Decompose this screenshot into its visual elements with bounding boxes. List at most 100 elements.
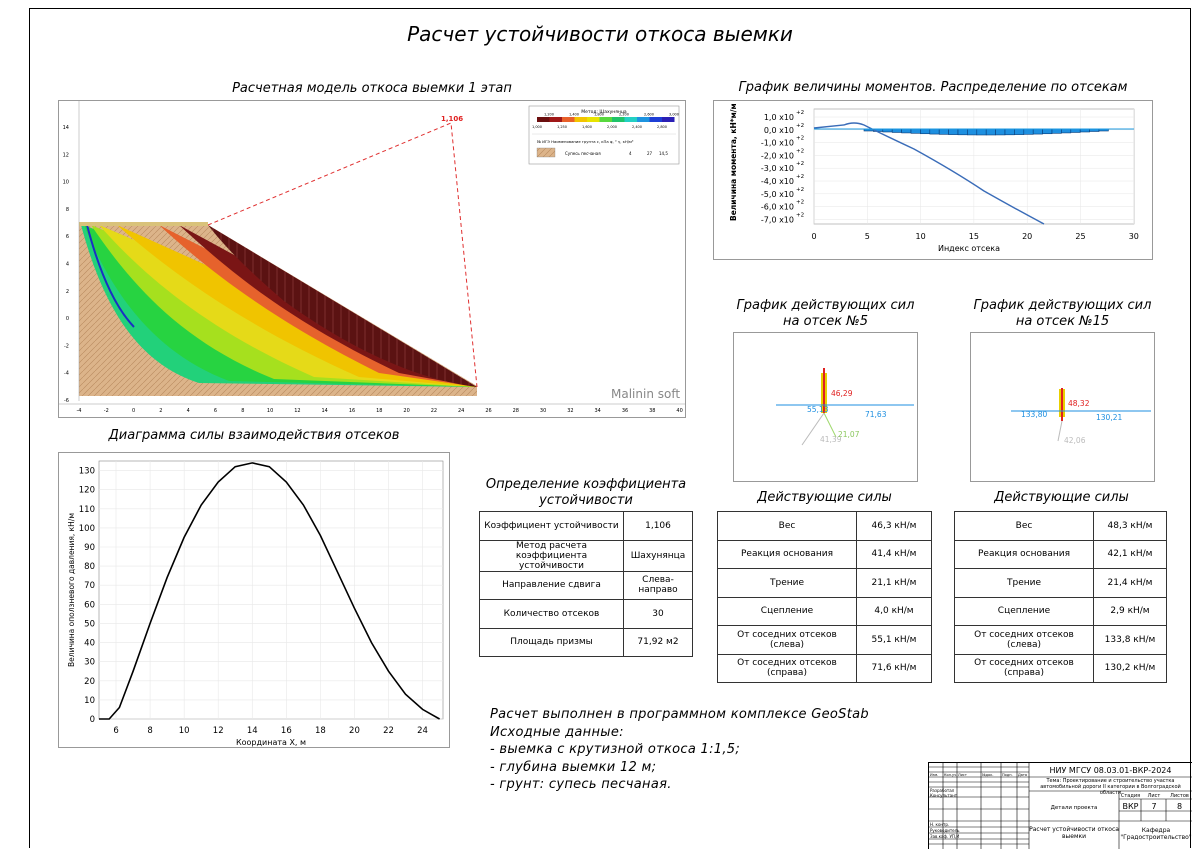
legend-scale-top: 2,600 <box>644 113 654 117</box>
force15-reaction-arrow <box>1057 420 1063 442</box>
force15-title-line2: на отсек №15 <box>1015 314 1110 329</box>
force5-label: Вес <box>717 511 857 541</box>
model-x-tick: 28 <box>513 408 519 414</box>
interaction-ylabel: Величина оползневого давления, кН/м <box>67 513 76 667</box>
force15-label: Вес <box>954 511 1094 541</box>
stamp-sheet: 7 <box>1151 802 1157 811</box>
moment-x-tick: 20 <box>1022 232 1032 241</box>
legend-scale-swatch <box>637 117 650 122</box>
interaction-y-tick: 30 <box>84 658 95 668</box>
force15-table-title: Действующие силы <box>994 490 1129 505</box>
moment-bar <box>1042 128 1053 135</box>
force5-svg: 46,29 55,13 71,63 41,39 21,07 <box>776 368 914 446</box>
force15-value: 130,2 кН/м <box>1093 653 1167 683</box>
model-x-tick: 40 <box>676 408 682 414</box>
legend-scale-swatch <box>537 117 550 122</box>
model-y-tick: -4 <box>64 371 69 377</box>
interaction-y-tick: 100 <box>79 524 95 534</box>
title-block-grid <box>929 763 1192 849</box>
force15-row: От соседних отсеков (слева) 133,8 кН/м <box>954 625 1167 655</box>
moment-x-tick: 5 <box>865 232 870 241</box>
title-block: НИУ МГСУ 08.03.01-ВКР-2024 Тема: Проекти… <box>928 762 1192 849</box>
legend-method: Метод: Шахунянца <box>581 109 627 115</box>
stamp-sheet-header: Лист <box>1147 793 1161 799</box>
interaction-x-tick: 22 <box>383 726 394 736</box>
legend-scale-bottom: 2,800 <box>657 125 667 129</box>
legend-scale-swatch <box>612 117 625 122</box>
moment-x-tick: 15 <box>969 232 979 241</box>
interaction-line <box>99 462 440 720</box>
stamp-header-cell: Изм. <box>930 773 939 777</box>
force15-table: Вес 48,3 кН/м Реакция основания 42,1 кН/м Тр… <box>954 511 1167 683</box>
legend-scale-swatch <box>624 117 637 122</box>
moment-chart-svg: 1,0 х10 +20,0 х10 +2-1,0 х10 +2-2,0 х10 +2-3… <box>729 103 1139 253</box>
coef-table-title: Определение коэффициента устойчивости <box>479 477 693 509</box>
force5-label: Реакция основания <box>717 539 857 569</box>
force15-label: Трение <box>954 568 1094 598</box>
force15-title: График действующих сил на отсек №15 <box>970 298 1155 330</box>
force15-row: Реакция основания 42,1 кН/м <box>954 539 1167 569</box>
interaction-chart-title: Диаграмма силы взаимодействия отсеков <box>108 428 400 443</box>
moment-x-axis: 0 5 10 15 20 25 30 <box>811 232 1138 241</box>
force5-row: Реакция основания 41,4 кН/м <box>717 539 932 569</box>
interaction-x-axis: 6 8 10 12 14 16 18 20 22 24 <box>113 726 428 736</box>
moment-y-exp: +2 <box>796 136 804 142</box>
coef-row: Площадь призмы 71,92 м2 <box>479 627 693 657</box>
model-y-tick: 4 <box>66 262 69 268</box>
interaction-x-tick: 18 <box>315 726 326 736</box>
force5-value: 46,3 кН/м <box>856 511 932 541</box>
force5-value: 41,4 кН/м <box>856 539 932 569</box>
moment-bar <box>976 128 987 136</box>
moment-y-exp: +2 <box>796 110 804 116</box>
force15-row: Трение 21,4 кН/м <box>954 568 1167 598</box>
force5-value: 21,1 кН/м <box>856 568 932 598</box>
interaction-y-tick: 130 <box>79 467 95 477</box>
stamp-header-cell: Дата <box>1018 773 1028 777</box>
force15-label: От соседних отсеков (справа) <box>954 653 1094 683</box>
interaction-grid <box>99 461 443 720</box>
rotation-radius <box>207 122 478 388</box>
force5-reaction-label: 41,39 <box>820 435 842 444</box>
interaction-x-tick: 16 <box>281 726 292 736</box>
model-x-tick: 36 <box>622 408 628 414</box>
moment-y-tick: -7,0 х10 <box>761 215 794 224</box>
force5-label: Трение <box>717 568 857 598</box>
moment-y-axis: 1,0 х10 +20,0 х10 +2-1,0 х10 +2-2,0 х10 +2-3… <box>761 110 804 224</box>
model-x-tick: 12 <box>294 408 300 414</box>
model-x-tick: 34 <box>595 408 601 414</box>
model-x-tick: 16 <box>349 408 355 414</box>
force5-friction-arrow <box>823 412 837 438</box>
interaction-y-tick: 40 <box>84 639 95 649</box>
force15-value: 21,4 кН/м <box>1093 568 1167 598</box>
moment-y-tick: -5,0 х10 <box>761 190 794 199</box>
legend-scale-swatch <box>587 117 600 122</box>
stamp-role: Руководитель <box>930 828 960 833</box>
coef-title-line1: Определение коэффициента <box>485 477 687 492</box>
force15-right-label: 130,21 <box>1096 413 1122 422</box>
force5-weight-label: 46,29 <box>831 389 853 398</box>
model-y-axis: 14 12 10 8 6 4 2 0 -2 -4 -6 <box>63 125 69 404</box>
force5-title-line2: на отсек №5 <box>782 314 869 329</box>
coef-label: Коэффициент устойчивости <box>479 511 624 541</box>
moment-chart-title: График величины моментов. Распределение … <box>738 80 1128 95</box>
force15-svg: 48,32 133,80 130,21 42,06 <box>1011 388 1151 445</box>
force15-label: Сцепление <box>954 596 1094 626</box>
force5-title: График действующих сил на отсек №5 <box>733 298 918 330</box>
model-y-tick: 0 <box>66 316 69 322</box>
model-y-tick: 12 <box>63 152 69 158</box>
moment-x-tick: 10 <box>916 232 926 241</box>
moment-y-tick: 1,0 х10 <box>764 113 794 122</box>
moment-bar <box>1032 128 1043 135</box>
drawing-frame <box>29 8 1191 848</box>
moment-line <box>813 122 1045 225</box>
interaction-y-tick: 80 <box>84 562 95 572</box>
note-line-5: - грунт: супесь песчаная. <box>490 777 672 792</box>
note-line-3: - выемка с крутизной откоса 1:1,5; <box>490 742 741 757</box>
force5-label: От соседних отсеков (слева) <box>717 625 857 655</box>
moment-bar <box>1014 128 1025 135</box>
coef-row: Метод расчета коэффициента устойчивости Ш… <box>479 539 693 572</box>
model-x-tick: 6 <box>214 408 217 414</box>
note-line-1: Расчет выполнен в программном комплексе … <box>490 707 869 722</box>
legend-scale-bottom: 1,250 <box>557 125 567 129</box>
legend-soil-c: 4 <box>629 151 632 156</box>
